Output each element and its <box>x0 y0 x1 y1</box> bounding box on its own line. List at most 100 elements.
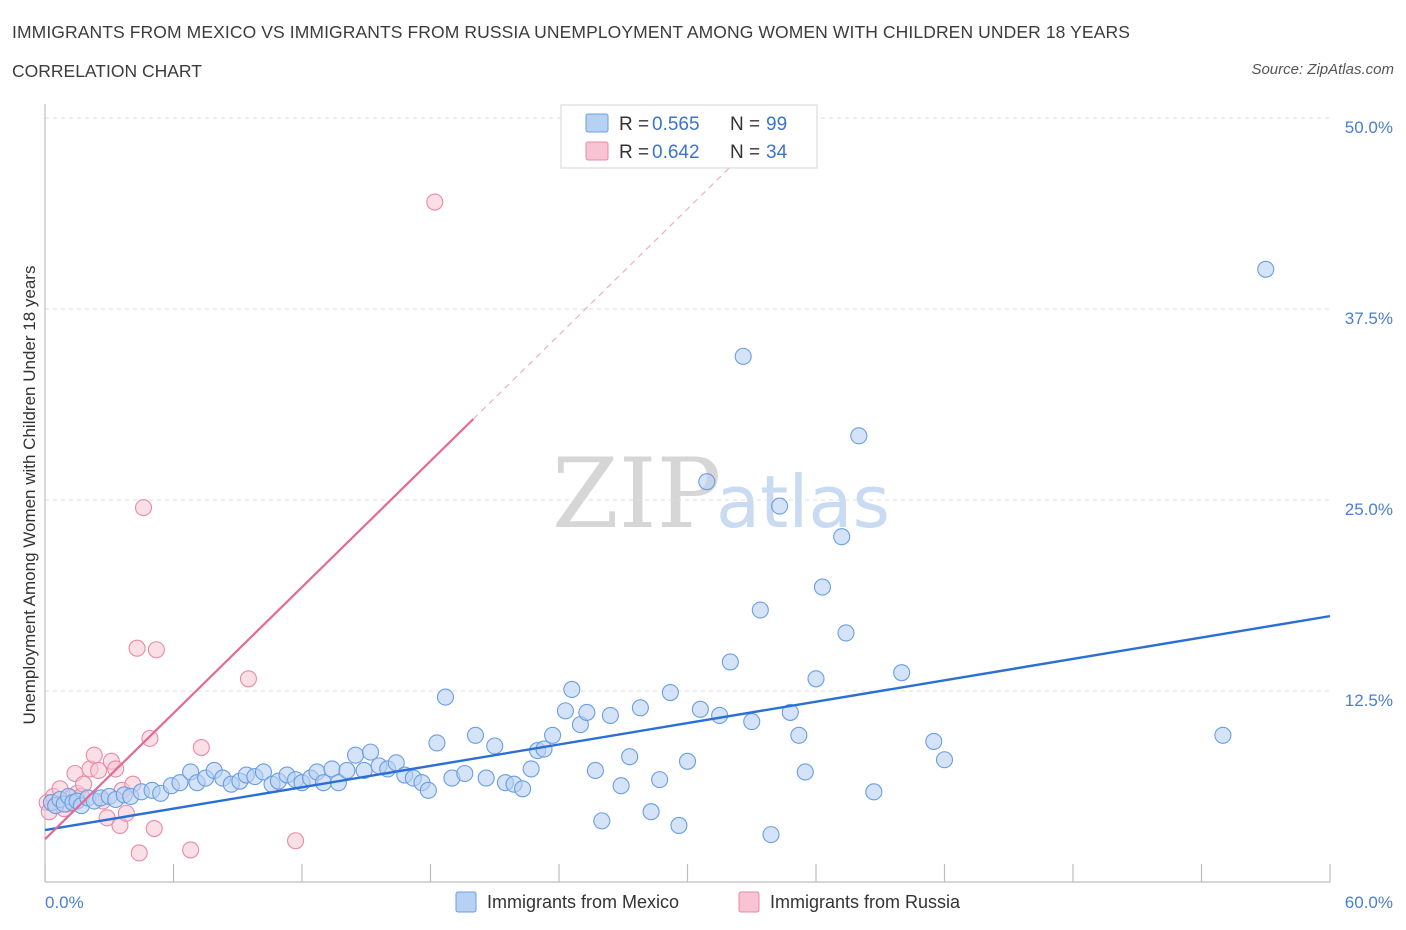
y-tick-label: 50.0% <box>1345 118 1393 137</box>
legend-n-value-russia: 34 <box>766 142 788 163</box>
y-tick-label: 37.5% <box>1345 309 1393 328</box>
mexico-point <box>601 706 619 724</box>
mexico-point <box>751 601 769 619</box>
mexico-trend-line <box>44 614 1331 832</box>
mexico-point <box>631 699 649 717</box>
mexico-point <box>428 734 446 752</box>
russia-point <box>239 670 258 688</box>
mexico-point <box>691 700 709 718</box>
mexico-point <box>544 726 562 744</box>
mexico-point <box>781 703 799 721</box>
legend-r-value-mexico: 0.565 <box>652 114 700 135</box>
mexico-point <box>651 771 669 789</box>
watermark: ZIP atlas <box>552 438 890 550</box>
mexico-point <box>621 748 639 766</box>
mexico-point <box>865 783 883 801</box>
mexico-point <box>661 683 679 702</box>
mexico-point <box>361 743 380 761</box>
mexico-point <box>935 751 954 769</box>
mexico-point <box>556 702 574 720</box>
legend-r-label-russia: R = <box>619 142 649 163</box>
trend-lines <box>44 166 1331 841</box>
gridlines <box>45 117 1330 692</box>
mexico-point <box>514 780 532 798</box>
mexico-point <box>734 347 752 365</box>
mexico-point <box>593 812 611 830</box>
legend-swatch-mexico <box>585 113 609 133</box>
x-tick-label: 60.0% <box>1345 893 1393 912</box>
mexico-point <box>762 826 780 844</box>
chart-title: IMMIGRANTS FROM MEXICO VS IMMIGRANTS FRO… <box>12 22 1130 42</box>
mexico-point <box>698 473 716 491</box>
mexico-point <box>578 703 596 721</box>
mexico-point <box>925 732 943 750</box>
axes <box>44 104 1331 883</box>
mexico-point <box>612 777 630 795</box>
legend-n-value-mexico: 99 <box>766 114 787 135</box>
mexico-point <box>171 774 189 792</box>
mexico-point <box>254 763 273 781</box>
bottom-legend-label-mexico: Immigrants from Mexico <box>487 892 679 912</box>
mexico-point <box>486 737 504 755</box>
bottom-legend-swatch-mexico <box>455 891 477 913</box>
mexico-point <box>670 816 688 835</box>
mexico-point <box>419 781 437 799</box>
mexico-point <box>1214 726 1232 744</box>
russia-point <box>130 844 148 862</box>
chart-subtitle: CORRELATION CHART <box>12 61 202 81</box>
y-axis-label: Unemployment Among Women with Children U… <box>20 266 39 725</box>
mexico-point <box>1257 260 1275 278</box>
legend-r-value-russia: 0.642 <box>652 142 700 163</box>
mexico-point <box>711 706 729 724</box>
russia-point <box>141 729 159 747</box>
russia-trend-line <box>44 418 475 841</box>
x-tick-label: 0.0% <box>45 893 84 912</box>
watermark-zip: ZIP <box>552 438 721 550</box>
bottom-legend-swatch-russia <box>738 891 760 913</box>
mexico-point <box>790 726 808 744</box>
legend-n-label-mexico: N = <box>730 114 760 135</box>
mexico-point <box>346 746 365 764</box>
russia-point <box>182 841 200 859</box>
mexico-point <box>522 760 540 778</box>
mexico-point <box>466 726 485 744</box>
russia-trend-extension <box>472 166 731 420</box>
mexico-point <box>678 752 697 770</box>
mexico-point <box>642 803 660 821</box>
russia-point <box>145 819 163 838</box>
watermark-atlas: atlas <box>716 460 890 544</box>
legend-n-label-russia: N = <box>730 142 760 163</box>
bottom-legend-label-russia: Immigrants from Russia <box>770 892 961 912</box>
legend-r-label-mexico: R = <box>619 114 649 135</box>
mexico-point <box>436 688 455 706</box>
mexico-point <box>771 497 789 515</box>
mexico-point <box>833 528 851 546</box>
mexico-point <box>456 764 474 783</box>
mexico-point <box>850 427 868 445</box>
mexico-point <box>586 761 604 780</box>
source-credit: Source: ZipAtlas.com <box>1251 61 1394 78</box>
mexico-point <box>807 670 825 688</box>
mexico-point <box>563 680 581 699</box>
mexico-point <box>813 578 831 596</box>
russia-point <box>128 639 146 657</box>
russia-point <box>287 832 305 850</box>
mexico-point <box>743 713 761 731</box>
russia-point <box>89 761 108 780</box>
mexico-point <box>477 769 495 787</box>
legend-swatch-russia <box>585 141 609 161</box>
mexico-point <box>721 653 739 671</box>
russia-point <box>85 746 103 764</box>
mexico-point <box>796 763 814 781</box>
russia-point <box>134 499 153 517</box>
y-tick-label: 25.0% <box>1345 500 1393 519</box>
correlation-legend: R = 0.565 N = 99 R = 0.642 N = 34 <box>560 104 818 169</box>
russia-point <box>192 738 210 757</box>
russia-point <box>117 804 135 822</box>
mexico-series-points <box>42 260 1275 844</box>
tick-labels: 12.5% 25.0% 37.5% 50.0% 0.0% 60.0% <box>45 118 1393 912</box>
russia-point <box>147 641 165 659</box>
mexico-point <box>893 664 911 682</box>
mexico-point <box>837 624 855 642</box>
